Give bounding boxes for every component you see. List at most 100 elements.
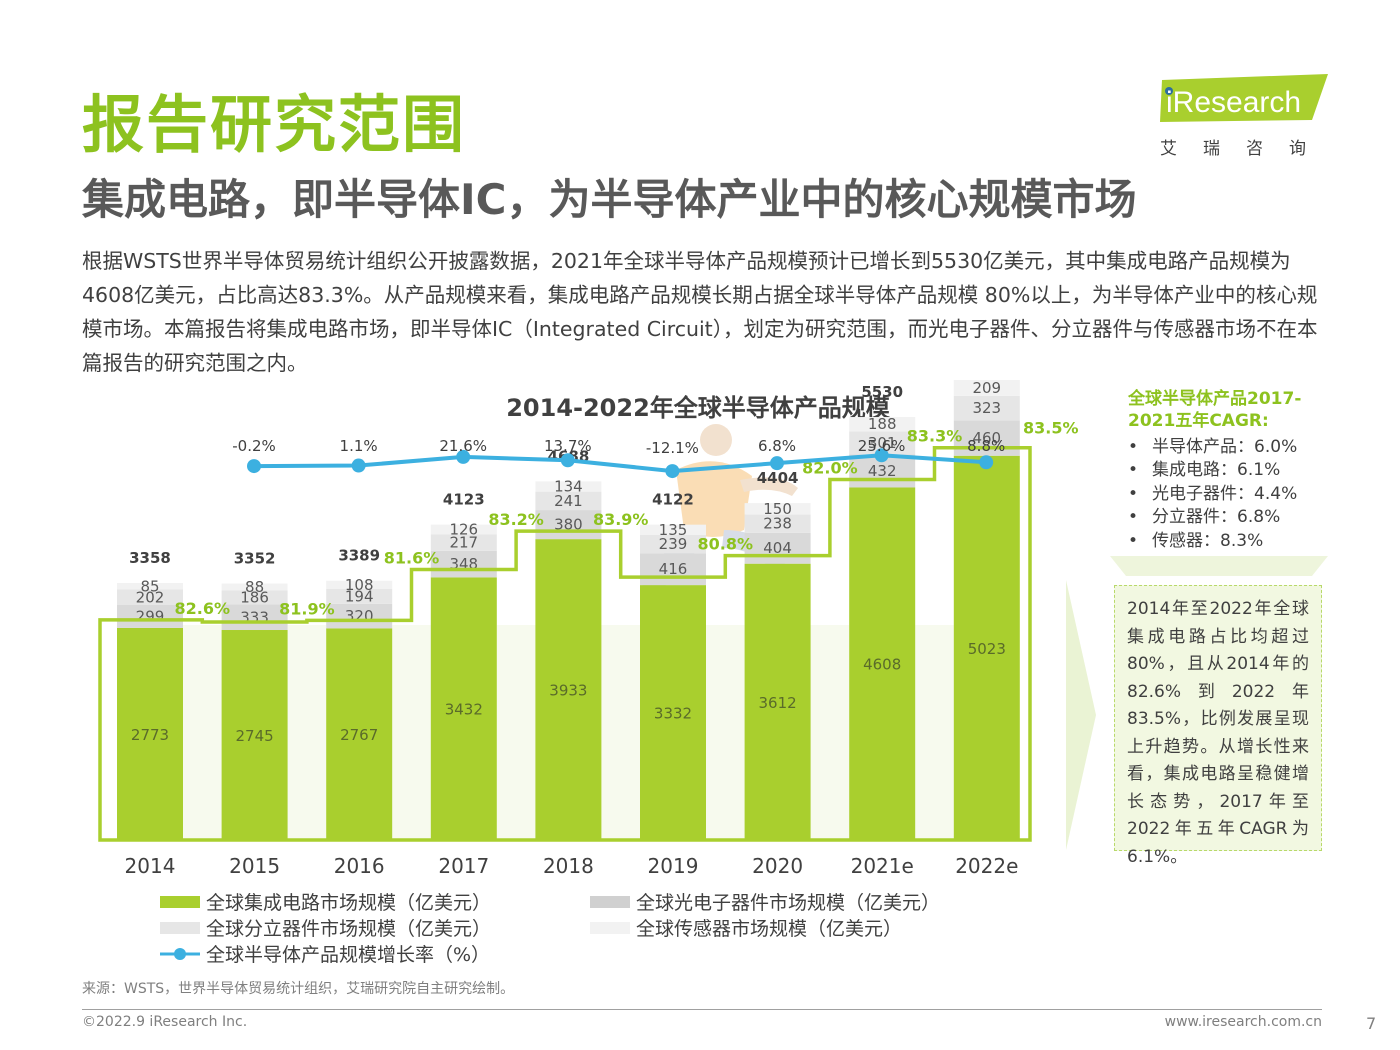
- ic-share-label: 82.0%: [802, 458, 858, 477]
- data-label: 3933: [549, 682, 587, 700]
- x-tick-label: 2019: [648, 854, 699, 878]
- data-label: 186: [240, 588, 269, 606]
- growth-label: 13.7%: [544, 437, 592, 455]
- x-tick-label: 2020: [752, 854, 803, 878]
- ic-share-label: 83.5%: [1023, 419, 1079, 438]
- ic-share-label: 83.3%: [907, 427, 963, 446]
- chart-title: 2014-2022年全球半导体产品规模: [506, 394, 891, 422]
- bar-segment: [535, 510, 602, 540]
- gap-band: [496, 625, 536, 840]
- bar-segment: [640, 534, 706, 554]
- website-url: www.iresearch.com.cn: [1164, 1014, 1322, 1030]
- bar-segment: [326, 589, 393, 604]
- bar-segment: [744, 503, 811, 515]
- data-label: 460: [972, 429, 1001, 447]
- data-label: 416: [659, 560, 688, 578]
- data-label: 188: [868, 415, 897, 433]
- footer-divider: [82, 1009, 1322, 1010]
- bar-segment: [117, 604, 183, 628]
- bar-segment: [221, 583, 288, 591]
- cagr-item: 传感器：8.3%: [1128, 530, 1328, 553]
- data-label: 202: [136, 588, 165, 606]
- bar-segment: [117, 627, 183, 840]
- bar-segment: [953, 455, 1020, 840]
- growth-point: [979, 455, 994, 470]
- legend-growth: 全球半导体产品规模增长率（%）: [160, 940, 490, 967]
- data-label: 3332: [654, 705, 692, 723]
- gap-band: [287, 625, 327, 840]
- x-tick-label: 2021e: [851, 854, 914, 878]
- page-subtitle: 集成电路，即半导体IC，为半导体产业中的核心规模市场: [82, 175, 1137, 224]
- legend-discrete: 全球分立器件市场规模（亿美元）: [160, 914, 491, 941]
- legend-line-swatch: [160, 947, 200, 960]
- cagr-item: 集成电路：6.1%: [1128, 459, 1328, 482]
- data-label: 320: [345, 607, 374, 625]
- data-label: 194: [345, 587, 374, 605]
- legend-label: 全球传感器市场规模（亿美元）: [636, 918, 903, 940]
- data-label: 4608: [863, 656, 901, 674]
- growth-point: [247, 459, 261, 474]
- x-tick-label: 2014: [125, 854, 176, 878]
- growth-label: -12.1%: [646, 439, 699, 457]
- total-label: 5530: [861, 383, 903, 401]
- data-label: 108: [345, 576, 374, 594]
- growth-label: 21.6%: [439, 437, 487, 455]
- cagr-box: 全球半导体产品2017-2021五年CAGR: 半导体产品：6.0% 集成电路：…: [1128, 388, 1328, 553]
- data-label: 209: [972, 380, 1001, 397]
- logo-wordmark: iResearch: [1166, 86, 1302, 119]
- data-label: 88: [245, 578, 264, 596]
- x-tick-label: 2016: [334, 854, 385, 878]
- legend-swatch: [590, 895, 630, 908]
- legend-opto: 全球光电子器件市场规模（亿美元）: [590, 888, 940, 915]
- gap-band: [601, 625, 640, 840]
- x-tick-label: 2017: [438, 854, 489, 878]
- growth-label: -0.2%: [232, 437, 276, 455]
- cagr-item: 半导体产品：6.0%: [1128, 436, 1328, 459]
- logo-subtitle: 艾瑞咨询: [1160, 139, 1332, 159]
- legend-label: 全球分立器件市场规模（亿美元）: [206, 918, 492, 940]
- ic-share-label: 80.8%: [698, 535, 754, 554]
- total-label: 4122: [652, 491, 694, 509]
- x-tick-label: 2018: [543, 854, 594, 878]
- data-label: 241: [554, 492, 583, 510]
- summary-note: 2014年至2022年全球集成电路占比均超过80%，且从2014年的82.6%到…: [1114, 585, 1322, 867]
- total-label: 3352: [234, 550, 276, 568]
- legend-swatch: [160, 895, 200, 908]
- total-label: 3389: [338, 547, 380, 565]
- bar-segment: [744, 514, 811, 533]
- legend-ic: 全球集成电路市场规模（亿美元）: [160, 888, 491, 915]
- bar-segment: [849, 417, 916, 432]
- source-note: 来源：WSTS，世界半导体贸易统计组织，艾瑞研究院自主研究绘制。: [82, 981, 515, 997]
- total-label: 3358: [129, 549, 171, 567]
- bar-segment: [849, 431, 916, 455]
- cagr-divider-shape: [1110, 556, 1328, 576]
- data-label: 404: [763, 539, 792, 557]
- bar-segment: [326, 580, 393, 590]
- data-label: 238: [763, 515, 792, 533]
- copyright: ©2022.9 iResearch Inc.: [82, 1014, 248, 1030]
- data-label: 3432: [445, 701, 483, 719]
- gap-band: [706, 625, 745, 840]
- ic-share-label: 83.2%: [488, 510, 544, 529]
- bar-segment: [430, 577, 497, 840]
- growth-point: [665, 464, 680, 479]
- bar-segment: [117, 589, 183, 605]
- data-label: 85: [140, 577, 159, 595]
- total-label: 4123: [443, 491, 485, 509]
- ic-share-label: 83.9%: [593, 510, 649, 529]
- data-label: 3612: [759, 694, 797, 712]
- plot-area: 2773299202853358201427453331868833522015…: [98, 380, 1079, 878]
- ic-share-line: [98, 445, 1032, 842]
- gap-band: [183, 625, 222, 840]
- growth-point: [351, 458, 366, 473]
- data-label: 301: [868, 434, 897, 452]
- data-label: 323: [972, 399, 1001, 417]
- cagr-list: 半导体产品：6.0% 集成电路：6.1% 光电子器件：4.4% 分立器件：6.8…: [1128, 436, 1328, 553]
- data-label: 217: [449, 534, 478, 552]
- intro-paragraph: 根据WSTS世界半导体贸易统计组织公开披露数据，2021年全球半导体产品规模预计…: [82, 249, 1318, 375]
- bar-segment: [953, 420, 1020, 456]
- bar-segment: [535, 539, 602, 840]
- data-label: 380: [554, 516, 583, 534]
- legend-swatch: [590, 921, 630, 934]
- data-label: 135: [659, 521, 688, 539]
